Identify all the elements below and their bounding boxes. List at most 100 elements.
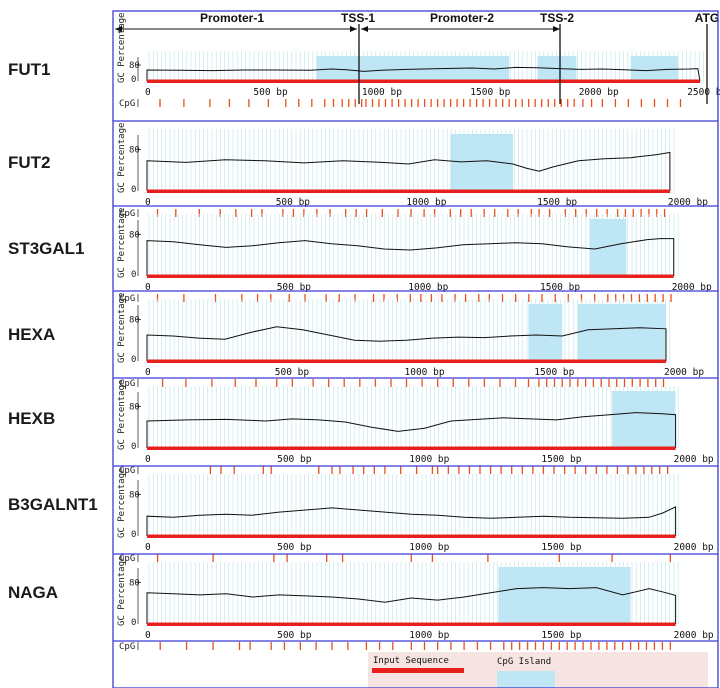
arrow-head [553, 26, 560, 32]
y-tick-label: 80 [129, 402, 140, 412]
cpg-track-label: CpG [119, 554, 135, 564]
cpg-track-label: CpG [119, 642, 135, 652]
arrow-head [361, 26, 368, 32]
cpg-track-label: CpG [119, 294, 135, 304]
cpg-island [612, 391, 676, 448]
y-zero-label: 0 [131, 442, 136, 452]
input-sequence-bar [147, 622, 676, 626]
x-tick-label: 1000 bp [408, 282, 448, 293]
gene-name: ST3GAL1 [8, 239, 85, 258]
cpg-island [589, 219, 627, 276]
x-tick-label: 0 [145, 87, 151, 98]
gc-line [146, 66, 701, 82]
legend-cpg-island-swatch [497, 671, 555, 688]
arrow-head [350, 26, 357, 32]
input-sequence-bar [147, 359, 666, 363]
y-zero-label: 0 [131, 355, 136, 365]
promoter1-label: Promoter-1 [200, 11, 264, 25]
y-axis-label: GC Percentage [117, 468, 127, 538]
input-sequence-bar [147, 446, 676, 450]
y-axis-label: GC Percentage [117, 380, 127, 450]
x-tick-label: 1500 bp [470, 87, 510, 98]
x-tick-label: 1500 bp [541, 542, 581, 553]
gc-line [146, 587, 677, 624]
y-axis-label: GC Percentage [117, 293, 127, 363]
y-zero-label: 0 [131, 185, 136, 195]
y-zero-label: 0 [131, 75, 136, 85]
fut1-annotations [115, 24, 708, 104]
tss2-label: TSS-2 [540, 11, 574, 25]
x-tick-label: 1500 bp [540, 282, 580, 293]
x-tick-label: 1000 bp [405, 367, 445, 378]
y-zero-label: 0 [131, 270, 136, 280]
x-tick-label: 2000 bp [664, 367, 704, 378]
y-axis-label: GC Percentage [117, 13, 127, 83]
arrow-head [115, 26, 122, 32]
y-zero-label: 0 [131, 530, 136, 540]
x-tick-label: 1500 bp [541, 630, 581, 641]
x-tick-label: 2000 bp [674, 542, 714, 553]
gc-line [146, 506, 677, 536]
x-tick-label: 2000 bp [672, 282, 712, 293]
panel-hexa: HEXA 80 0 GC Percentage 0 500 bp 1000 bp 1500 b… [8, 293, 704, 389]
x-tick-label: 0 [145, 454, 151, 465]
input-sequence-bar [147, 274, 674, 278]
atg-label: ATG [695, 11, 719, 25]
x-tick-label: 2000 bp [674, 454, 714, 465]
x-tick-label: 1500 bp [541, 454, 581, 465]
panel-naga: NAGA 80 0 GC Percentage 0 500 bp 1000 bp 1500 b… [8, 556, 714, 652]
legend-cpg-island-label: CpG Island [497, 657, 551, 667]
input-sequence-bar [147, 534, 676, 538]
x-tick-label: 1000 bp [409, 454, 449, 465]
tss1-label: TSS-1 [341, 11, 375, 25]
legend-input-sequence-label: Input Sequence [373, 656, 449, 666]
x-tick-label: 2500 bp [687, 87, 720, 98]
gene-name: FUT1 [8, 60, 51, 79]
gene-name: NAGA [8, 583, 58, 602]
x-tick-label: 1000 bp [362, 87, 402, 98]
legend-input-sequence-swatch [372, 668, 464, 673]
y-axis-label: GC Percentage [117, 208, 127, 278]
x-tick-label: 500 bp [277, 630, 312, 641]
y-tick-label: 80 [129, 230, 140, 240]
x-tick-label: 2000 bp [579, 87, 619, 98]
x-tick-label: 0 [145, 367, 151, 378]
y-tick-label: 80 [129, 315, 140, 325]
input-sequence-bar [147, 79, 700, 83]
cpg-track-label: CpG [119, 466, 135, 476]
cpg-track-label: CpG [119, 379, 135, 389]
gene-name: HEXB [8, 409, 55, 428]
cpg-track-label: CpG [119, 99, 135, 109]
promoter-header: Promoter-1 TSS-1 Promoter-2 TSS-2 ATG [200, 11, 719, 25]
panel-fut2: FUT2 80 0 GC Percentage 0 500 bp 1000 bp 1500 b… [8, 123, 708, 219]
x-tick-label: 2000 bp [668, 197, 708, 208]
x-tick-label: 1000 bp [406, 197, 446, 208]
figure-frame [112, 10, 719, 688]
gc-line [146, 238, 675, 276]
x-tick-label: 2000 bp [674, 630, 714, 641]
y-zero-label: 0 [131, 618, 136, 628]
x-tick-label: 0 [145, 282, 151, 293]
x-tick-label: 500 bp [276, 197, 311, 208]
panel-st3gal1: ST3GAL1 80 0 GC Percentage 0 500 bp 1000 bp 150… [8, 208, 712, 304]
gc-line [146, 412, 677, 448]
legend: Input Sequence CpG Island [368, 652, 708, 688]
gc-line [146, 326, 667, 361]
gene-name: B3GALNT1 [8, 495, 98, 514]
cpg-island [630, 56, 679, 81]
panel-fut1: FUT1 80 0 GC Percentage 0 500 bp 1000 bp 1500 b… [8, 13, 720, 109]
x-tick-label: 500 bp [277, 542, 312, 553]
promoter2-label: Promoter-2 [430, 11, 494, 25]
y-tick-label: 80 [129, 61, 140, 71]
panel-hexb: HEXB 80 0 GC Percentage 0 500 bp 1000 bp 1500 b… [8, 380, 714, 476]
x-tick-label: 500 bp [277, 454, 312, 465]
x-tick-label: 500 bp [275, 367, 310, 378]
y-tick-label: 80 [129, 578, 140, 588]
cpg-track-label: CpG [119, 209, 135, 219]
gc-line [146, 151, 671, 191]
x-tick-label: 500 bp [277, 282, 312, 293]
gene-name: FUT2 [8, 153, 51, 172]
x-tick-label: 1000 bp [409, 542, 449, 553]
y-tick-label: 80 [129, 490, 140, 500]
x-tick-label: 0 [145, 542, 151, 553]
